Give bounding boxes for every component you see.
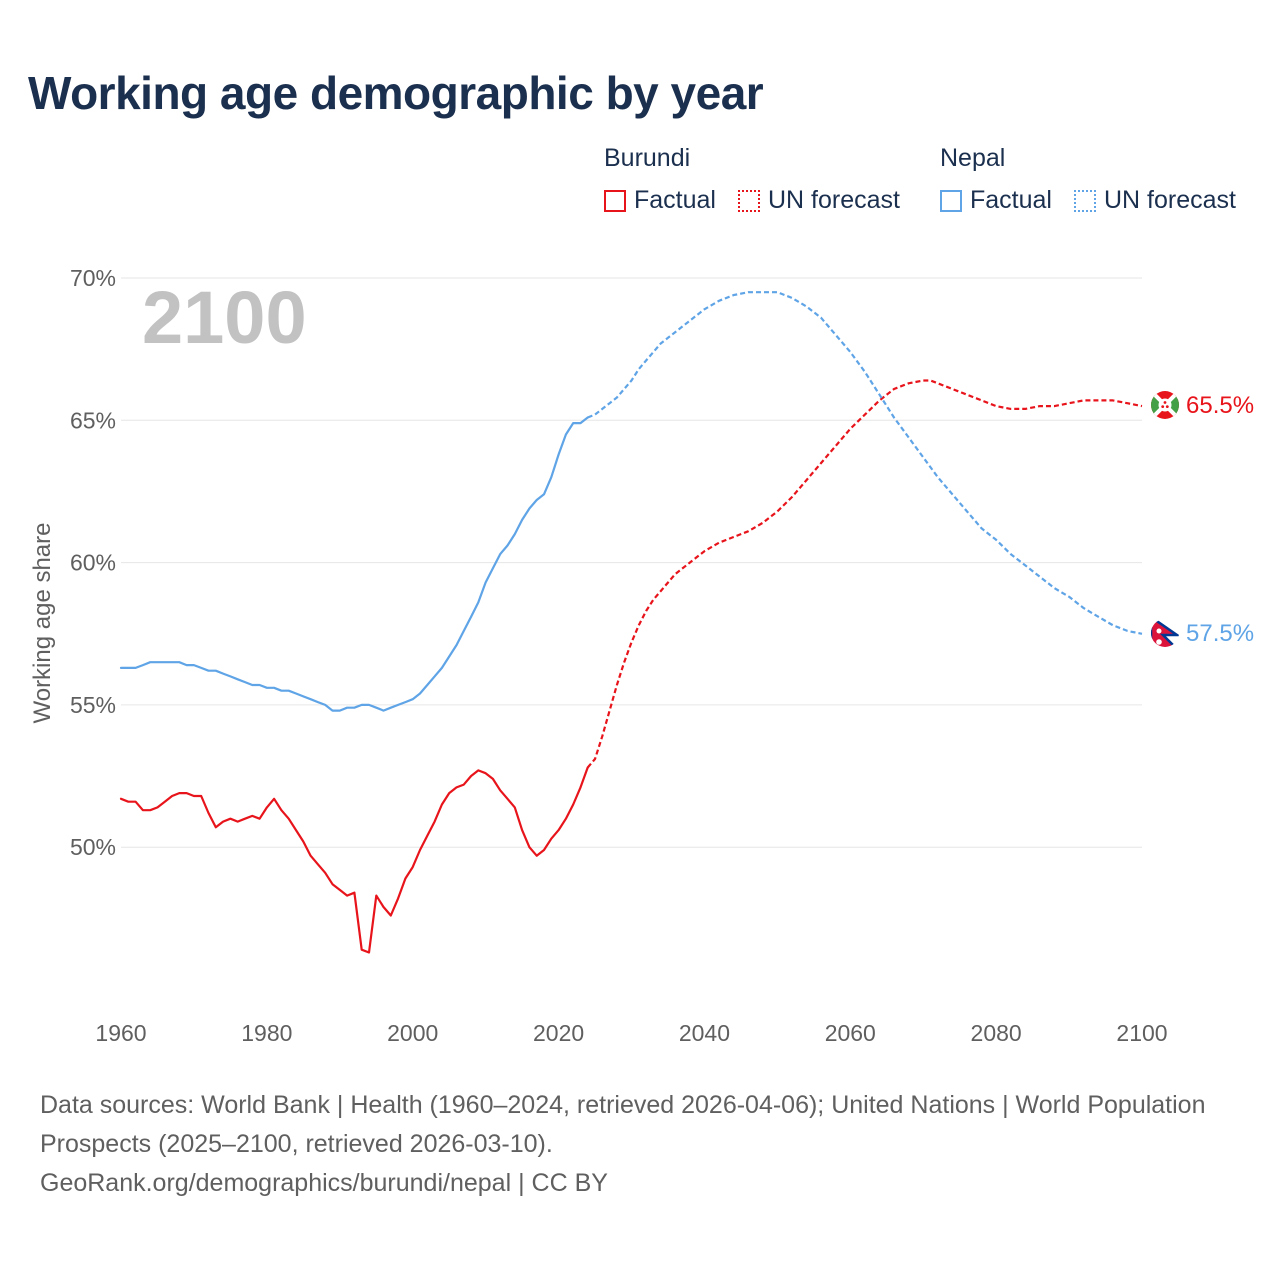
y-tick-label: 60% [70, 550, 116, 576]
legend-swatch-solid [604, 189, 626, 212]
burundi-end-label: 65.5% [1186, 392, 1254, 419]
legend-nepal-forecast[interactable]: UN forecast [1074, 186, 1236, 215]
nepal-forecast-line [587, 291, 1143, 635]
legend-label: Factual [634, 186, 716, 214]
legend-nepal-factual[interactable]: Factual [940, 186, 1052, 215]
x-tick-label: 2020 [533, 1020, 584, 1046]
y-tick-label: 55% [70, 692, 116, 718]
nepal-factual-line [119, 416, 589, 712]
y-tick-label: 70% [70, 265, 116, 291]
legend-label: UN forecast [768, 186, 900, 214]
burundi-flag-icon [1151, 391, 1179, 419]
series-lines [119, 291, 1143, 954]
x-tick-label: 2080 [971, 1020, 1022, 1046]
x-tick-label: 2060 [825, 1020, 876, 1046]
nepal-end-label: 57.5% [1186, 620, 1254, 647]
year-overlay: 2100 [142, 276, 307, 359]
y-axis-label: Working age share [29, 523, 56, 724]
x-tick-label: 2000 [387, 1020, 438, 1046]
burundi-factual-line [119, 766, 589, 954]
x-tick-label: 1960 [95, 1020, 146, 1046]
source-link[interactable]: GeoRank.org/demographics/burundi/nepal |… [40, 1169, 608, 1197]
x-axis-ticks: 1960 1980 2000 2020 2040 2060 2080 2100 [95, 1020, 1167, 1046]
chart-title: Working age demographic by year [28, 67, 764, 119]
legend-group-nepal: Nepal [940, 144, 1006, 172]
legend-label: Factual [970, 186, 1052, 214]
legend-label: UN forecast [1104, 186, 1236, 214]
legend-swatch-dotted [738, 189, 760, 212]
y-axis-ticks: 50% 55% 60% 65% 70% [70, 265, 116, 860]
x-tick-label: 1980 [241, 1020, 292, 1046]
legend-burundi-factual[interactable]: Factual [604, 186, 716, 215]
legend-burundi-forecast[interactable]: UN forecast [738, 186, 900, 215]
burundi-forecast-line [586, 379, 1143, 769]
footer: Data sources: World Bank | Health (1960–… [40, 1086, 1220, 1203]
legend-swatch-solid [940, 189, 962, 212]
x-tick-label: 2100 [1116, 1020, 1167, 1046]
x-tick-label: 2040 [679, 1020, 730, 1046]
y-tick-label: 65% [70, 407, 116, 433]
nepal-flag-icon [1151, 619, 1179, 647]
legend-swatch-dotted [1074, 189, 1096, 212]
line-chart: 50% 55% 60% 65% 70% 1960 1980 2000 2020 2040 2060… [29, 265, 1254, 1046]
data-sources: Data sources: World Bank | Health (1960–… [40, 1091, 1206, 1158]
y-tick-label: 50% [70, 834, 116, 860]
legend-group-burundi: Burundi [604, 144, 691, 172]
grid-lines [121, 277, 1142, 848]
